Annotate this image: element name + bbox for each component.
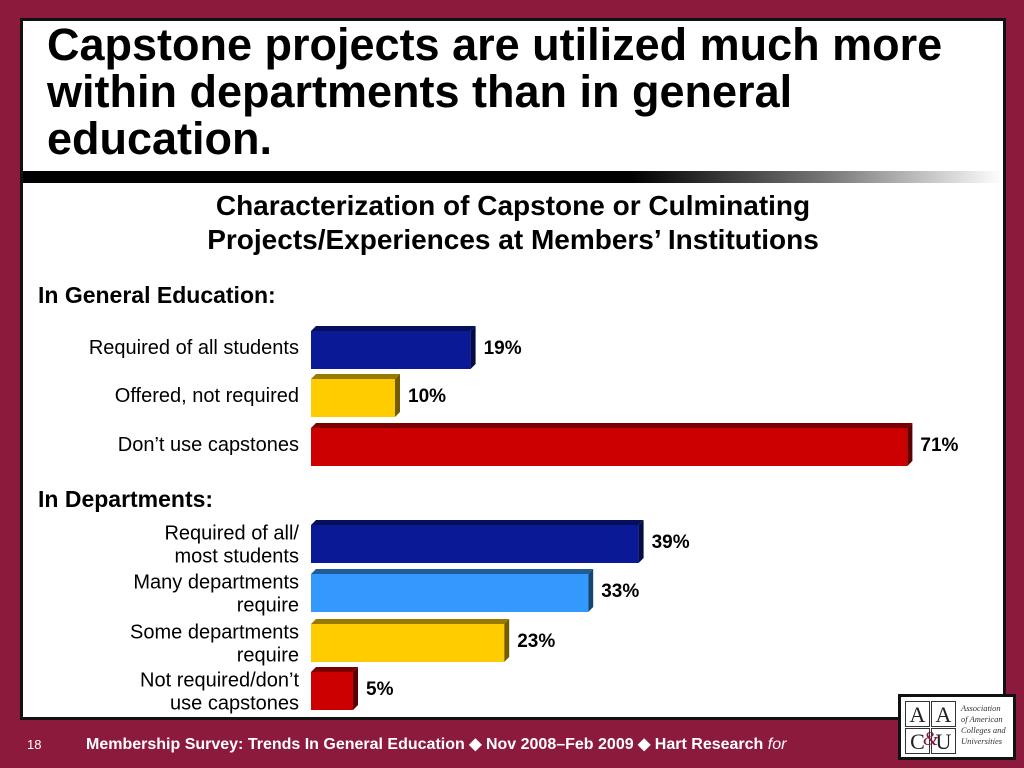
logo-letter: C [910, 729, 925, 754]
data-label: 19% [484, 338, 522, 359]
footer-for: for [767, 736, 787, 753]
category-label: require [237, 595, 299, 617]
data-label: 5% [366, 679, 394, 700]
bar-top [311, 423, 913, 428]
logo-ampersand: & [923, 728, 939, 750]
bar-top [311, 667, 358, 672]
bar-top [311, 569, 594, 574]
category-label: use capstones [170, 693, 299, 715]
bar [311, 574, 589, 612]
logo-caption-line: of American [961, 714, 1003, 724]
bar [311, 672, 353, 710]
bar-side [504, 619, 510, 662]
category-label: Required of all students [89, 337, 299, 359]
bar [311, 624, 505, 662]
bar-side [395, 374, 400, 417]
category-label: Don’t use capstones [118, 434, 299, 456]
logo-caption-line: Colleges and [961, 725, 1006, 735]
logo-letter: U [936, 729, 952, 754]
chart-subtitle: Characterization of Capstone or Culminat… [207, 190, 819, 255]
category-label: Many departments [133, 572, 299, 594]
logo-mark: A A C U & [905, 701, 956, 754]
bar-chart: In General Education: 19% Required of all … [38, 282, 959, 715]
logo-letter: A [936, 702, 952, 727]
footer-text: Membership Survey: Trends In General Edu… [86, 734, 786, 754]
footer-source: Membership Survey: Trends In General Edu… [86, 736, 764, 753]
data-label: 23% [517, 631, 555, 652]
logo-caption-line: Association [961, 703, 1001, 713]
aacu-logo: A A C U & Association of American Colleg… [898, 694, 1016, 760]
bar-top [311, 619, 510, 624]
category-label: Offered, not required [115, 385, 299, 407]
bar [311, 331, 471, 369]
bar-side [353, 667, 358, 710]
bar [311, 379, 395, 417]
page-number: 18 [27, 737, 42, 752]
logo-caption: Association of American Colleges and Uni… [961, 703, 1015, 747]
logo-letter: A [910, 702, 926, 727]
bar-side [638, 520, 644, 563]
bar-side [907, 423, 913, 466]
bar-top [311, 326, 476, 331]
bar-top [311, 520, 644, 525]
bar-top [311, 374, 400, 379]
category-label: Not required/don’t [140, 670, 299, 692]
footer-bar: 18 Membership Survey: Trends In General … [0, 720, 1024, 768]
category-label: most students [174, 546, 299, 568]
title-divider [23, 171, 1003, 183]
data-label: 71% [920, 435, 958, 456]
logo-caption-line: Universities [961, 736, 1003, 746]
category-label: Required of all/ [164, 523, 299, 545]
bar-side [588, 569, 594, 612]
bar [311, 525, 639, 563]
bar [311, 428, 908, 466]
data-label: 39% [652, 532, 690, 553]
section-title: In General Education: [38, 282, 276, 308]
category-label: require [237, 645, 299, 667]
section-title: In Departments: [38, 486, 213, 512]
data-label: 10% [408, 386, 446, 407]
data-label: 33% [601, 581, 639, 602]
category-label: Some departments [130, 622, 299, 644]
bar-side [470, 326, 476, 369]
page-title: Capstone projects are utilized much more… [47, 19, 943, 164]
